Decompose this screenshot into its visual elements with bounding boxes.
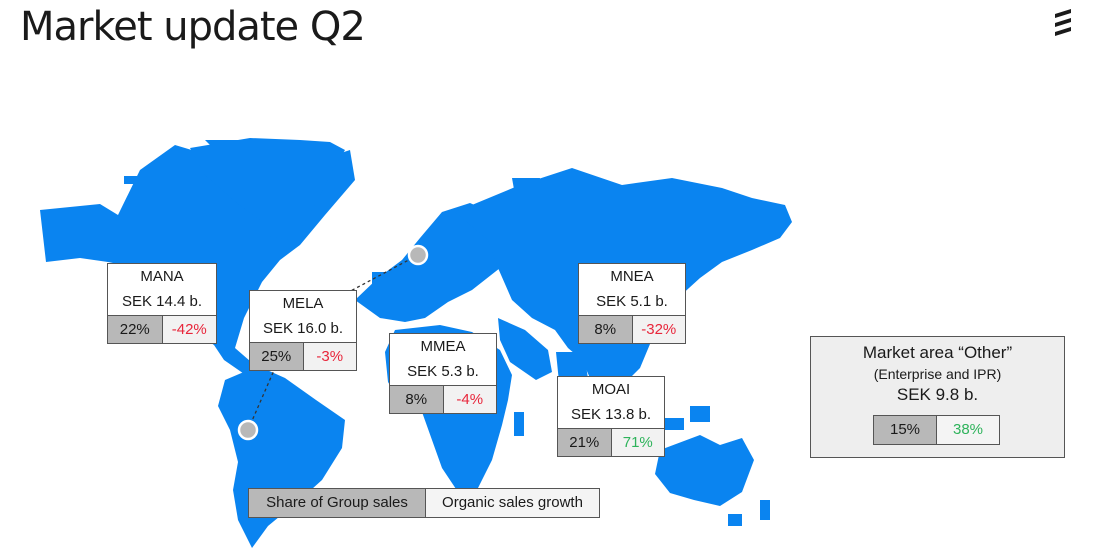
map-middle-east xyxy=(498,318,552,380)
market-area-other-box: Market area “Other” (Enterprise and IPR)… xyxy=(810,336,1065,458)
region-share: 8% xyxy=(579,316,633,343)
other-share: 15% xyxy=(874,416,937,444)
mela-connector-north xyxy=(329,254,419,303)
region-growth: 71% xyxy=(611,429,664,456)
other-sales: SEK 9.8 b. xyxy=(896,385,979,404)
other-growth: 38% xyxy=(937,416,999,444)
map-europe xyxy=(355,203,505,322)
south-america-marker xyxy=(237,419,259,441)
region-box-mana: MANA SEK 14.4 b. 22% -42% xyxy=(107,263,217,344)
region-share: 22% xyxy=(108,316,163,343)
other-subtitle: (Enterprise and IPR) xyxy=(873,366,1002,382)
region-box-mmea: MMEA SEK 5.3 b. 8% -4% xyxy=(389,333,497,414)
region-name: MNEA xyxy=(610,268,654,285)
page-title: Market update Q2 xyxy=(20,4,366,50)
ericsson-logo-icon xyxy=(1055,9,1071,36)
region-growth: -4% xyxy=(443,386,496,413)
region-name: MANA xyxy=(140,268,184,285)
europe-marker xyxy=(407,244,429,266)
region-name: MMEA xyxy=(420,338,466,355)
region-share: 21% xyxy=(558,429,612,456)
map-australia xyxy=(655,435,754,506)
mela-connector-south xyxy=(247,367,276,431)
region-growth: -32% xyxy=(632,316,685,343)
legend: Share of Group sales Organic sales growt… xyxy=(248,488,600,518)
region-share: 25% xyxy=(250,343,304,370)
map-south-america xyxy=(218,366,345,548)
region-sales: SEK 5.3 b. xyxy=(407,363,479,380)
map-greenland xyxy=(190,138,345,240)
region-growth: -42% xyxy=(162,316,216,343)
region-growth: -3% xyxy=(303,343,356,370)
region-sales: SEK 13.8 b. xyxy=(570,406,652,423)
region-name: MELA xyxy=(282,295,324,312)
region-box-moai: MOAI SEK 13.8 b. 21% 71% xyxy=(557,376,665,457)
region-sales: SEK 16.0 b. xyxy=(262,320,344,337)
region-sales: SEK 14.4 b. xyxy=(121,293,203,310)
region-name: MOAI xyxy=(591,381,631,398)
other-title: Market area “Other” xyxy=(862,343,1013,362)
legend-share-label: Share of Group sales xyxy=(249,489,426,517)
region-share: 8% xyxy=(390,386,444,413)
region-box-mnea: MNEA SEK 5.1 b. 8% -32% xyxy=(578,263,686,344)
region-sales: SEK 5.1 b. xyxy=(596,293,668,310)
region-box-mela: MELA SEK 16.0 b. 25% -3% xyxy=(249,290,357,371)
legend-growth-label: Organic sales growth xyxy=(426,489,599,517)
